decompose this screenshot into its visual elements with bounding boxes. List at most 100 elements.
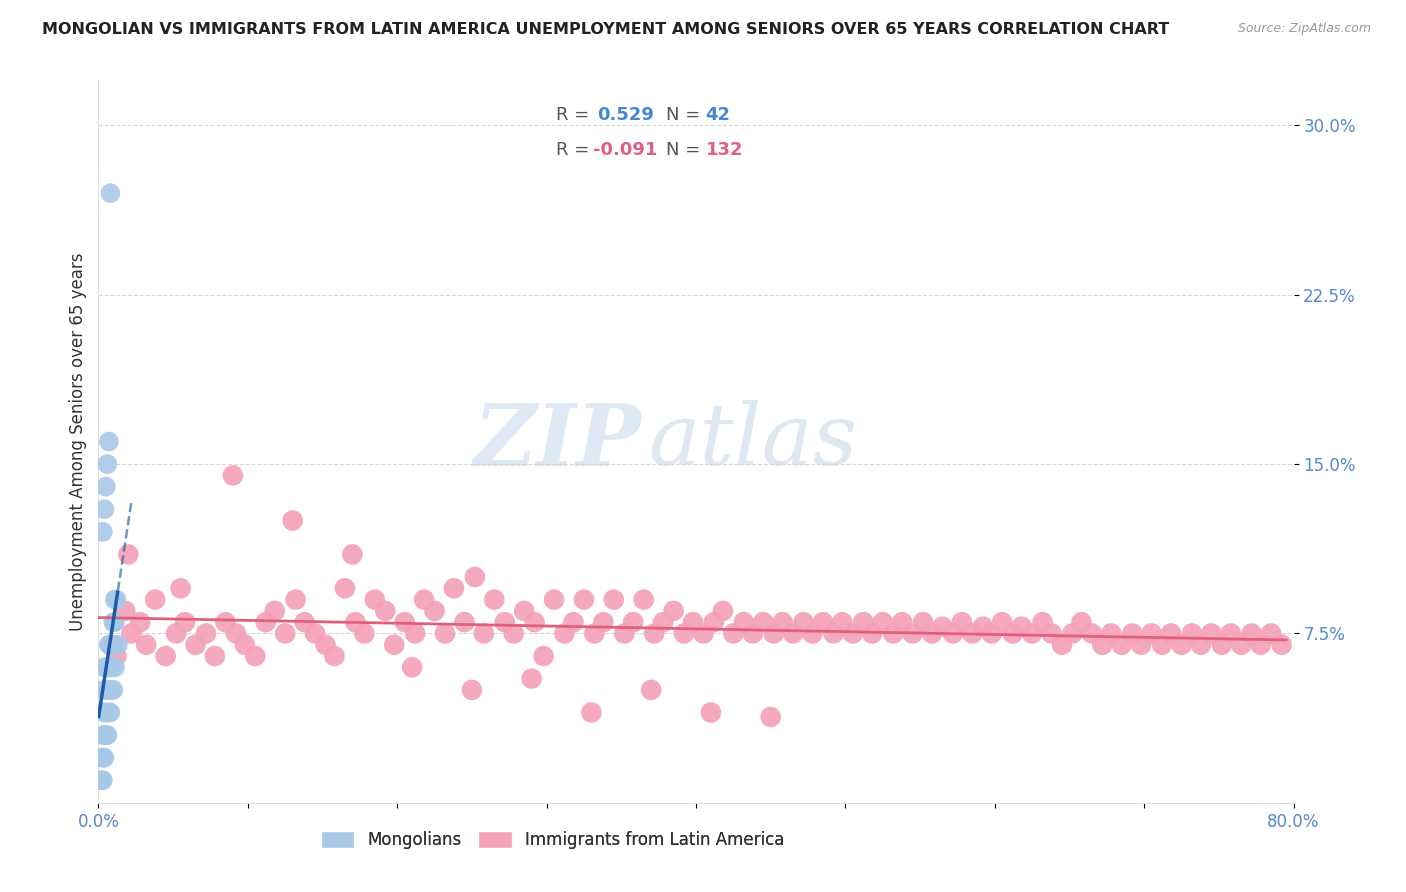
- Point: [1181, 626, 1204, 640]
- Point: [423, 604, 446, 618]
- Point: [394, 615, 416, 630]
- Point: [980, 626, 1002, 640]
- Point: [304, 626, 326, 640]
- Point: [104, 615, 127, 630]
- Point: [333, 582, 356, 596]
- Point: [1021, 626, 1043, 640]
- Point: [1271, 638, 1294, 652]
- Point: [214, 615, 236, 630]
- Point: [1011, 620, 1033, 634]
- Point: [342, 548, 364, 562]
- Point: [562, 615, 585, 630]
- Point: [1170, 638, 1192, 652]
- Point: [811, 615, 834, 630]
- Point: [96, 728, 118, 742]
- Point: [921, 626, 943, 640]
- Point: [673, 626, 696, 640]
- Point: [93, 502, 115, 516]
- Point: [94, 660, 117, 674]
- Point: [1260, 626, 1282, 640]
- Point: [1111, 638, 1133, 652]
- Point: [165, 626, 187, 640]
- Point: [972, 620, 994, 634]
- Text: atlas: atlas: [648, 401, 858, 483]
- Point: [1032, 615, 1054, 630]
- Point: [91, 728, 114, 742]
- Point: [842, 626, 865, 640]
- Point: [1160, 626, 1182, 640]
- Point: [759, 710, 782, 724]
- Point: [1001, 626, 1024, 640]
- Point: [96, 457, 118, 471]
- Point: [101, 660, 124, 674]
- Point: [94, 706, 117, 720]
- Point: [135, 638, 157, 652]
- Point: [103, 682, 125, 697]
- Point: [274, 626, 297, 640]
- Point: [962, 626, 984, 640]
- Point: [741, 626, 763, 640]
- Point: [823, 626, 845, 640]
- Point: [117, 548, 139, 562]
- Point: [94, 728, 117, 742]
- Text: Source: ZipAtlas.com: Source: ZipAtlas.com: [1237, 22, 1371, 36]
- Point: [120, 626, 142, 640]
- Point: [782, 626, 804, 640]
- Point: [1081, 626, 1104, 640]
- Text: 132: 132: [706, 141, 742, 159]
- Point: [97, 660, 120, 674]
- Point: [281, 514, 304, 528]
- Text: 42: 42: [706, 105, 731, 124]
- Point: [1130, 638, 1153, 652]
- Point: [344, 615, 367, 630]
- Point: [174, 615, 197, 630]
- Point: [413, 592, 436, 607]
- Point: [831, 615, 853, 630]
- Point: [592, 615, 614, 630]
- Y-axis label: Unemployment Among Seniors over 65 years: Unemployment Among Seniors over 65 years: [69, 252, 87, 631]
- Point: [101, 682, 124, 697]
- Point: [233, 638, 256, 652]
- Point: [315, 638, 337, 652]
- Point: [94, 682, 117, 697]
- Point: [93, 706, 115, 720]
- Point: [872, 615, 894, 630]
- Point: [1062, 626, 1084, 640]
- Point: [93, 682, 115, 697]
- Point: [94, 728, 117, 742]
- Point: [453, 615, 475, 630]
- Point: [103, 615, 125, 630]
- Point: [581, 706, 603, 720]
- Point: [97, 682, 120, 697]
- Point: [860, 626, 883, 640]
- Point: [104, 660, 127, 674]
- Point: [633, 592, 655, 607]
- Point: [1140, 626, 1163, 640]
- Point: [950, 615, 973, 630]
- Point: [97, 638, 120, 652]
- Point: [323, 648, 346, 663]
- Point: [572, 592, 595, 607]
- Text: R =: R =: [557, 105, 589, 124]
- Point: [662, 604, 685, 618]
- Point: [374, 604, 396, 618]
- Point: [1040, 626, 1063, 640]
- Point: [98, 186, 122, 201]
- Point: [752, 615, 775, 630]
- Point: [1189, 638, 1212, 652]
- Text: N =: N =: [666, 105, 700, 124]
- Point: [245, 648, 267, 663]
- Point: [692, 626, 714, 640]
- Point: [98, 660, 122, 674]
- Point: [97, 706, 120, 720]
- Point: [640, 682, 662, 697]
- Point: [801, 626, 824, 640]
- Point: [882, 626, 904, 640]
- Point: [1211, 638, 1233, 652]
- Point: [643, 626, 665, 640]
- Point: [104, 592, 127, 607]
- Point: [1152, 638, 1174, 652]
- Point: [472, 626, 495, 640]
- Point: [931, 620, 953, 634]
- Point: [793, 615, 815, 630]
